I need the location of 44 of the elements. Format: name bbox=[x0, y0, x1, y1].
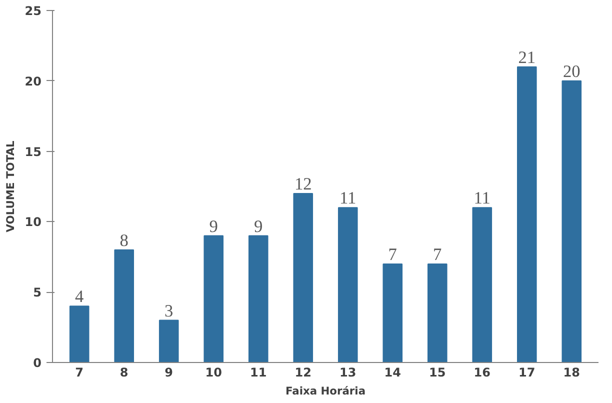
bar bbox=[69, 306, 90, 362]
x-axis-title: Faixa Horária bbox=[285, 384, 366, 398]
data-label: 9 bbox=[209, 216, 218, 236]
bar bbox=[204, 235, 224, 362]
data-label: 7 bbox=[388, 244, 398, 264]
x-tick-label: 13 bbox=[340, 366, 356, 380]
x-tick-label: 15 bbox=[429, 366, 446, 380]
bar bbox=[472, 207, 492, 362]
data-label: 4 bbox=[75, 287, 84, 306]
x-tick-label: 9 bbox=[164, 366, 174, 380]
bar bbox=[158, 320, 179, 362]
bar bbox=[338, 207, 358, 362]
y-tick-label: 25 bbox=[24, 4, 42, 18]
data-label: 21 bbox=[518, 48, 536, 67]
bar bbox=[427, 263, 448, 362]
data-label: 3 bbox=[164, 301, 174, 320]
data-label: 20 bbox=[562, 62, 580, 81]
data-label: 7 bbox=[433, 244, 442, 264]
x-tick-label: 7 bbox=[75, 366, 84, 380]
x-tick-label: 17 bbox=[518, 366, 536, 380]
data-label: 8 bbox=[120, 230, 128, 250]
data-label: 11 bbox=[340, 188, 356, 208]
x-tick-label: 16 bbox=[474, 366, 490, 380]
data-label: 12 bbox=[294, 174, 312, 194]
x-tick-label: 18 bbox=[563, 366, 580, 380]
y-tick-label: 10 bbox=[24, 215, 42, 230]
y-tick-label: 15 bbox=[24, 144, 42, 159]
bar bbox=[293, 193, 314, 362]
y-tick-label: 20 bbox=[24, 74, 42, 88]
x-tick-label: 8 bbox=[120, 366, 128, 380]
bar bbox=[516, 66, 537, 362]
x-tick-label: 10 bbox=[205, 366, 222, 380]
y-tick-label: 0 bbox=[33, 356, 42, 370]
bar bbox=[382, 263, 403, 362]
data-label: 11 bbox=[474, 188, 490, 208]
data-label: 9 bbox=[254, 216, 263, 236]
x-tick-label: 11 bbox=[250, 366, 267, 380]
y-tick-label: 5 bbox=[33, 286, 42, 300]
x-tick-label: 12 bbox=[294, 366, 312, 380]
x-tick-label: 14 bbox=[384, 366, 401, 380]
bar bbox=[248, 235, 268, 362]
bar bbox=[114, 249, 134, 362]
bar bbox=[562, 80, 582, 362]
y-axis-title: VOLUME TOTAL bbox=[4, 140, 17, 232]
